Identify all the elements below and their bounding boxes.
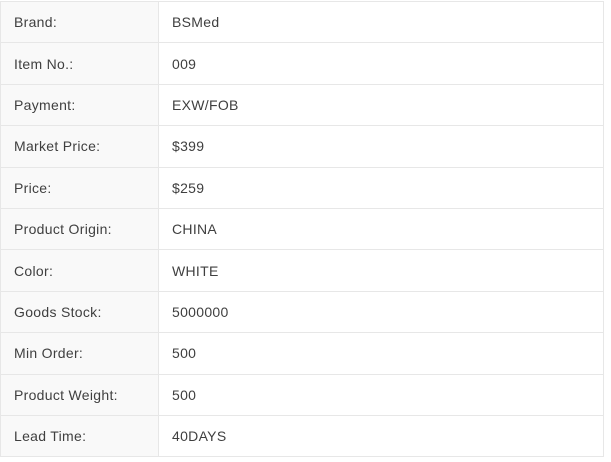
spec-value-lead-time: 40DAYS — [158, 414, 604, 458]
spec-value-product-origin: CHINA — [158, 207, 604, 251]
table-row-market-price: Market Price: $399 — [0, 125, 604, 168]
spec-value-item-no: 009 — [158, 42, 604, 85]
product-spec-table: Brand: BSMed Item No.: 009 Payment: EXW/… — [0, 0, 604, 458]
table-row-color: Color: WHITE — [0, 249, 604, 292]
spec-label-product-origin: Product Origin: — [0, 207, 159, 251]
table-row-brand: Brand: BSMed — [0, 0, 604, 44]
spec-label-price: Price: — [0, 166, 159, 209]
table-row-lead-time: Lead Time: 40DAYS — [0, 414, 604, 458]
spec-value-product-weight: 500 — [158, 373, 604, 416]
spec-label-brand: Brand: — [0, 0, 159, 44]
spec-label-goods-stock: Goods Stock: — [0, 290, 159, 334]
spec-value-price: $259 — [158, 166, 604, 209]
spec-label-lead-time: Lead Time: — [0, 414, 159, 458]
spec-value-payment: EXW/FOB — [158, 83, 604, 127]
spec-label-item-no: Item No.: — [0, 42, 159, 85]
spec-label-market-price: Market Price: — [0, 125, 159, 168]
table-row-price: Price: $259 — [0, 166, 604, 209]
table-row-payment: Payment: EXW/FOB — [0, 83, 604, 127]
spec-label-payment: Payment: — [0, 83, 159, 127]
spec-label-min-order: Min Order: — [0, 332, 159, 375]
table-row-product-origin: Product Origin: CHINA — [0, 207, 604, 251]
spec-label-color: Color: — [0, 249, 159, 292]
spec-value-brand: BSMed — [158, 0, 604, 44]
table-row-item-no: Item No.: 009 — [0, 42, 604, 85]
table-row-goods-stock: Goods Stock: 5000000 — [0, 290, 604, 334]
spec-value-market-price: $399 — [158, 125, 604, 168]
table-row-min-order: Min Order: 500 — [0, 332, 604, 375]
spec-label-product-weight: Product Weight: — [0, 373, 159, 416]
spec-value-goods-stock: 5000000 — [158, 290, 604, 334]
table-row-product-weight: Product Weight: 500 — [0, 373, 604, 416]
spec-value-color: WHITE — [158, 249, 604, 292]
spec-value-min-order: 500 — [158, 332, 604, 375]
